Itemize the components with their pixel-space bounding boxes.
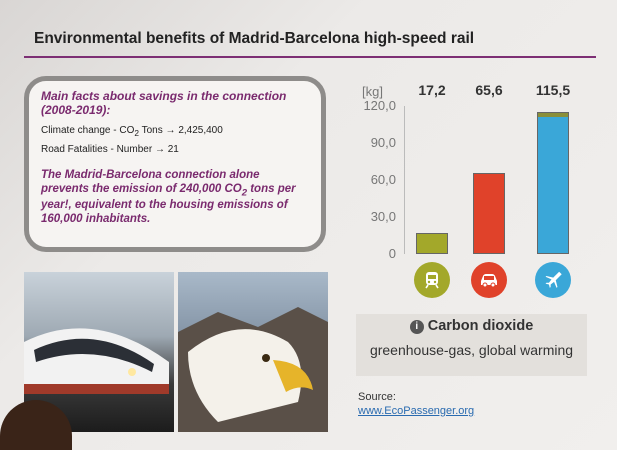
source-label: Source: [358, 391, 396, 403]
train-photo [24, 272, 174, 432]
fact-label: Road Fatalities - Number [41, 144, 153, 155]
train-icon [414, 262, 450, 298]
audience-head-silhouette [0, 400, 72, 450]
carbon-title-text: Carbon dioxide [427, 318, 534, 334]
carbon-dioxide-panel: i Carbon dioxide greenhouse-gas, global w… [356, 314, 587, 376]
y-tick-label: 120,0 [363, 98, 396, 113]
highlight-text: The Madrid-Barcelona connection alone pr… [41, 169, 260, 195]
plane-icon [535, 262, 571, 298]
fact-value: 2,425,400 [178, 125, 223, 136]
fact-label-sub: 2 [134, 128, 140, 138]
y-axis-line [404, 106, 405, 254]
fact-label: Climate change - CO [41, 125, 135, 136]
y-tick-label: 0 [388, 246, 396, 261]
title-divider [24, 56, 596, 58]
y-tick-label: 60,0 [370, 172, 396, 187]
facts-box: Main facts about savings in the connecti… [24, 76, 326, 252]
bar-value-label: 17,2 [418, 82, 446, 98]
highlight-text-post: tons per year!, equivalent to the housin… [41, 182, 296, 225]
info-icon: i [409, 320, 424, 334]
fact-row-climate: Climate change - CO2 Tons → 2,425,400 [41, 125, 309, 138]
arrow-icon: → [165, 125, 176, 136]
arrow-icon: → [154, 144, 165, 155]
slide-title: Environmental benefits of Madrid-Barcelo… [34, 30, 475, 47]
fact-row-fatalities: Road Fatalities - Number → 21 [41, 144, 309, 155]
carbon-subtitle: greenhouse-gas, global warming [369, 342, 574, 358]
unit-label: [kg] [362, 84, 383, 99]
bar-train [416, 232, 448, 254]
bar-cap [538, 112, 568, 117]
bar-value-label: 115,5 [535, 82, 571, 98]
car-icon [471, 262, 507, 298]
bar-plane [537, 111, 569, 254]
facts-highlight: The Madrid-Barcelona connection alone pr… [41, 169, 309, 226]
source-link[interactable]: www.EcoPassenger.org [358, 405, 475, 417]
y-tick-label: 30,0 [370, 209, 396, 224]
bar-value-label: 65,6 [475, 82, 503, 98]
fact-label-post: Tons [139, 125, 163, 136]
bar-car [473, 173, 505, 254]
carbon-title: i Carbon dioxide [356, 318, 587, 334]
facts-heading: Main facts about savings in the connecti… [41, 89, 287, 117]
y-tick-label: 90,0 [370, 135, 396, 150]
fact-value: 21 [167, 144, 179, 155]
highlight-sub: 2 [241, 186, 248, 198]
eagle-photo [178, 272, 328, 432]
